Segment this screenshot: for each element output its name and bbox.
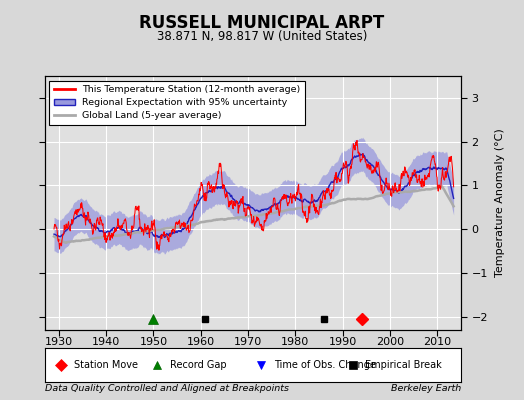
Text: 1950: 1950 xyxy=(139,337,168,347)
Text: 38.871 N, 98.817 W (United States): 38.871 N, 98.817 W (United States) xyxy=(157,30,367,43)
Text: 1930: 1930 xyxy=(45,337,73,347)
Text: Berkeley Earth: Berkeley Earth xyxy=(391,384,461,393)
Text: RUSSELL MUNICIPAL ARPT: RUSSELL MUNICIPAL ARPT xyxy=(139,14,385,32)
Text: Data Quality Controlled and Aligned at Breakpoints: Data Quality Controlled and Aligned at B… xyxy=(45,384,289,393)
Text: Empirical Break: Empirical Break xyxy=(365,360,442,370)
Text: 2000: 2000 xyxy=(376,337,404,347)
Y-axis label: Temperature Anomaly (°C): Temperature Anomaly (°C) xyxy=(495,129,505,277)
Text: 2010: 2010 xyxy=(423,337,452,347)
Text: 1960: 1960 xyxy=(187,337,215,347)
Text: Station Move: Station Move xyxy=(74,360,138,370)
Text: 1940: 1940 xyxy=(92,337,120,347)
Text: 1980: 1980 xyxy=(281,337,310,347)
Text: Time of Obs. Change: Time of Obs. Change xyxy=(274,360,376,370)
Text: 1990: 1990 xyxy=(329,337,357,347)
Text: Record Gap: Record Gap xyxy=(170,360,226,370)
Legend: This Temperature Station (12-month average), Regional Expectation with 95% uncer: This Temperature Station (12-month avera… xyxy=(49,81,305,125)
Text: 1970: 1970 xyxy=(234,337,262,347)
